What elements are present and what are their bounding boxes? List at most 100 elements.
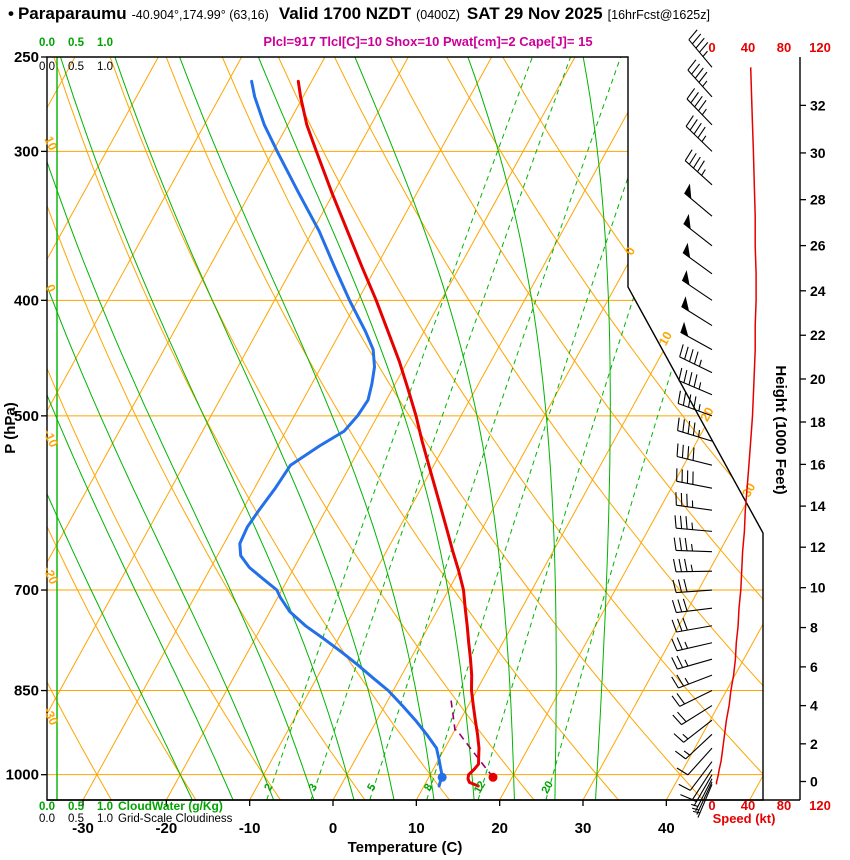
wind-barb-staff [683, 223, 713, 247]
pressure-tick-label: 700 [14, 582, 39, 599]
surface-temperature-dot [488, 772, 498, 782]
moist-adiabat-line [60, 57, 355, 800]
pressure-tick-label: 1000 [6, 767, 39, 784]
cloudiness-scale-top: 0.5 [68, 61, 84, 73]
wind-barb-feather [686, 88, 696, 100]
dry-adiabat-line [334, 57, 763, 800]
wind-barb-feather [685, 115, 694, 127]
moist-adiabat-line [257, 57, 475, 800]
wind-barb-pennant [682, 270, 690, 286]
height-tick-label: 16 [810, 456, 826, 472]
wind-barb-feather [690, 92, 699, 104]
pressure-tick-label: 300 [14, 143, 39, 160]
wind-barb-feather [679, 344, 684, 358]
dry-adiabat-line [47, 57, 112, 800]
wind-barb-feather [671, 619, 678, 633]
mixing-ratio-label: 12 [472, 779, 489, 796]
speed-curve [715, 67, 757, 785]
wind-barb-half-feather [684, 659, 689, 667]
height-tick-label: 22 [810, 327, 826, 343]
wind-barb-feather [672, 714, 682, 726]
wind-barb-staff [691, 769, 713, 800]
wind-barb-feather [698, 71, 708, 83]
wind-barb-feather [684, 346, 689, 360]
height-tick-label: 28 [810, 192, 826, 208]
moist-adiabat-line [47, 57, 193, 800]
wind-barb-feather [685, 516, 688, 530]
grid-lines [47, 57, 763, 800]
wind-barb-feather [682, 419, 685, 433]
temperature-curve [296, 79, 481, 788]
dry-adiabat-edge-label: 0 [43, 282, 59, 294]
isotherm-line [82, 57, 493, 800]
dry-adiabat-line [390, 57, 763, 800]
wind-barb-feather [676, 767, 689, 776]
temperature-tick-label: -20 [155, 820, 177, 837]
wind-barb-feather [683, 370, 688, 383]
moist-adiabat-line [582, 57, 611, 800]
surface-dewpoint-dot [437, 772, 447, 782]
isotherm-edge-label: 10 [656, 329, 675, 348]
wind-barb-feather [679, 515, 683, 529]
wind-barb-feather [676, 443, 679, 457]
wind-barb-feather [678, 558, 683, 572]
valid-utc: (0400Z) [416, 8, 460, 22]
isotherm-line [47, 57, 243, 800]
wind-barb-half-feather [690, 564, 694, 572]
wind-barb-half-feather [691, 807, 700, 811]
moist-adiabat-line [179, 57, 435, 800]
wind-barb-pennant [680, 321, 689, 337]
wind-barb-half-feather [698, 382, 702, 390]
wind-barb-feather [677, 417, 680, 431]
wind-barb-feather [697, 126, 706, 139]
speed-tick-label-bottom: 0 [708, 798, 715, 813]
wind-barb-feather [692, 156, 701, 169]
dry-adiabat-line [47, 57, 366, 800]
dry-adiabat-line [165, 57, 619, 800]
wind-barb-half-feather [698, 359, 702, 367]
height-tick-label: 10 [810, 580, 826, 596]
pressure-tick-label: 250 [14, 49, 39, 66]
wind-barb-half-feather [692, 810, 701, 814]
station-name: Paraparaumu [18, 4, 127, 23]
cloudiness-scale-top: 0.0 [39, 61, 55, 73]
moist-adiabat-line [467, 57, 557, 800]
wind-barb-feather [691, 33, 702, 45]
wind-barb-staff [693, 774, 713, 807]
wind-barb-half-feather [683, 750, 691, 756]
wind-barb-feather [695, 37, 705, 49]
speed-tick-label-top: 0 [708, 40, 715, 55]
speed-tick-label-top: 120 [809, 40, 831, 55]
wind-barb-staff [677, 403, 713, 417]
dry-adiabat-edge-label: -30 [40, 705, 60, 727]
wind-barb-feather [687, 394, 692, 408]
wind-barb-half-feather [698, 404, 701, 412]
temperature-tick-label: 10 [408, 820, 425, 837]
wind-barb-feather [692, 447, 695, 461]
wind-barb-staff [676, 642, 713, 652]
wind-barb-staff [685, 125, 713, 152]
mixing-ratio-label: 2 [262, 782, 275, 793]
height-tick-label: 12 [810, 539, 826, 555]
isotherm-line [47, 57, 409, 800]
dewpoint-curve [238, 79, 444, 788]
wind-barb-staff [676, 455, 713, 466]
dry-adiabat-line [53, 57, 450, 800]
valid-date: SAT 29 Nov 2025 [467, 4, 603, 23]
dry-adiabat-edge-label: -10 [40, 427, 60, 449]
wind-barb-staff [686, 98, 713, 126]
wind-barb-feather [698, 99, 707, 112]
height-tick-label: 14 [810, 498, 826, 514]
parcel-path-line [449, 697, 494, 778]
pressure-tick-label: 850 [14, 683, 39, 700]
temperature-axis-title: Temperature (C) [348, 839, 463, 856]
cloudiness-scale-bottom: 1.0 [97, 813, 113, 825]
wind-barb-staff [680, 331, 713, 351]
wind-barb-staff [676, 589, 713, 594]
wind-barb-feather [688, 372, 693, 386]
wind-barb-feather [676, 693, 686, 705]
moist-adiabat-line [47, 57, 234, 800]
height-tick-label: 26 [810, 238, 826, 254]
